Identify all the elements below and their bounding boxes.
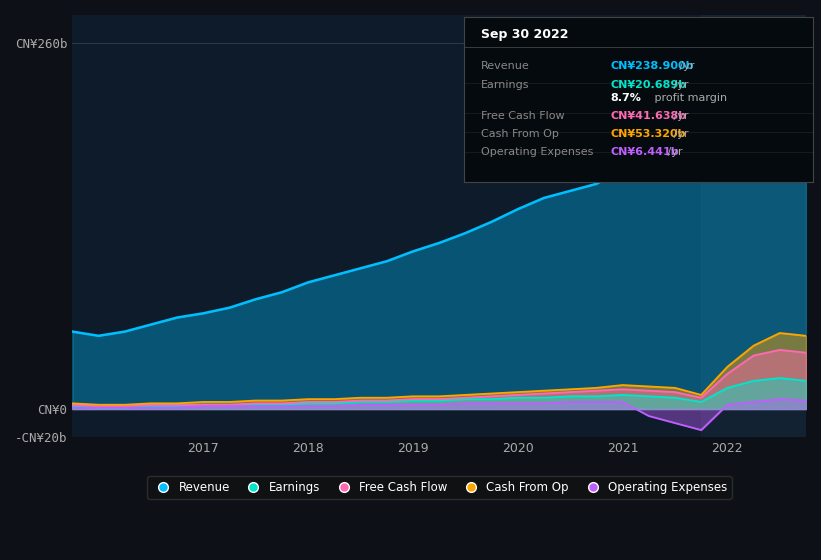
Text: Earnings: Earnings — [481, 80, 530, 90]
Text: Cash From Op: Cash From Op — [481, 129, 559, 139]
Text: /yr: /yr — [664, 147, 682, 157]
Text: Sep 30 2022: Sep 30 2022 — [481, 29, 569, 41]
Text: profit margin: profit margin — [650, 93, 727, 103]
Text: CN¥238.900b: CN¥238.900b — [610, 62, 694, 72]
Legend: Revenue, Earnings, Free Cash Flow, Cash From Op, Operating Expenses: Revenue, Earnings, Free Cash Flow, Cash … — [146, 477, 732, 499]
Text: CN¥6.441b: CN¥6.441b — [610, 147, 679, 157]
Text: Operating Expenses: Operating Expenses — [481, 147, 594, 157]
Text: CN¥41.638b: CN¥41.638b — [610, 111, 686, 121]
Text: CN¥53.320b: CN¥53.320b — [610, 129, 686, 139]
Text: Free Cash Flow: Free Cash Flow — [481, 111, 565, 121]
Text: /yr: /yr — [670, 111, 688, 121]
Text: CN¥20.689b: CN¥20.689b — [610, 80, 686, 90]
Text: /yr: /yr — [676, 62, 695, 72]
Text: Revenue: Revenue — [481, 62, 530, 72]
Text: /yr: /yr — [670, 80, 688, 90]
Text: 8.7%: 8.7% — [610, 93, 641, 103]
Bar — [701, 15, 806, 437]
Text: /yr: /yr — [670, 129, 688, 139]
